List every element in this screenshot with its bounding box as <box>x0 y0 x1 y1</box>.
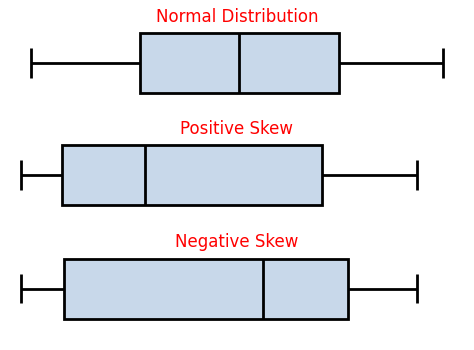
Bar <box>62 145 322 205</box>
Bar <box>140 33 339 93</box>
Bar <box>64 259 348 318</box>
Text: Negative Skew: Negative Skew <box>175 233 299 251</box>
Text: Normal Distribution: Normal Distribution <box>156 8 318 26</box>
Text: Positive Skew: Positive Skew <box>181 120 293 138</box>
